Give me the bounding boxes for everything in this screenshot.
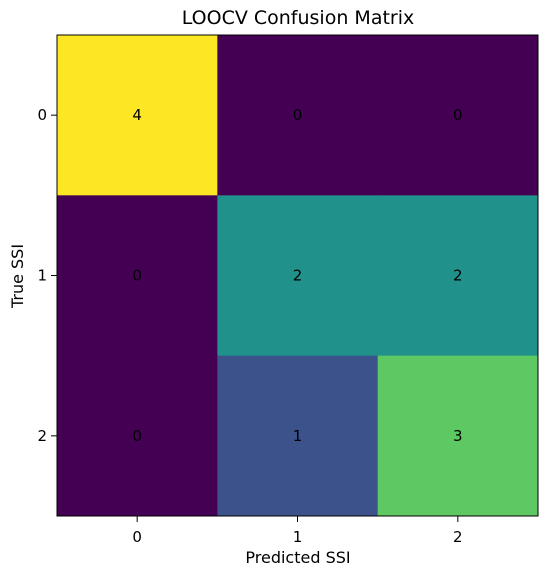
chart-title: LOOCV Confusion Matrix xyxy=(182,7,415,29)
cell-value-labels: 4 0 0 0 2 2 0 1 3 xyxy=(132,106,462,445)
heatmap-cell-r2-c2 xyxy=(377,355,539,517)
heatmap-cell-r1-c0 xyxy=(57,195,218,357)
cell-value-r2-c0: 0 xyxy=(132,427,142,445)
cell-value-r1-c1: 2 xyxy=(293,267,303,285)
x-tick-label-1: 1 xyxy=(293,528,303,546)
x-tick-label-0: 0 xyxy=(132,528,142,546)
x-axis-label: Predicted SSI xyxy=(245,548,350,567)
cell-value-r2-c1: 1 xyxy=(293,427,303,445)
heatmap-cells xyxy=(57,35,539,517)
heatmap-cell-r2-c1 xyxy=(217,355,379,517)
heatmap-cell-r0-c0 xyxy=(57,35,218,196)
y-axis-ticks: 0 1 2 xyxy=(37,106,57,445)
y-axis-label: True SSI xyxy=(8,244,27,309)
y-tick-label-1: 1 xyxy=(37,267,47,285)
cell-value-r0-c1: 0 xyxy=(293,106,303,124)
cell-value-r0-c0: 4 xyxy=(132,106,142,124)
cell-value-r1-c0: 0 xyxy=(132,267,142,285)
cell-value-r0-c2: 0 xyxy=(453,106,463,124)
x-tick-label-2: 2 xyxy=(453,528,463,546)
cell-value-r2-c2: 3 xyxy=(453,427,463,445)
heatmap-cell-r0-c2 xyxy=(377,35,539,196)
heatmap-cell-r1-c2 xyxy=(377,195,539,357)
cell-value-r1-c2: 2 xyxy=(453,267,463,285)
y-tick-label-2: 2 xyxy=(37,427,47,445)
x-axis-ticks: 0 1 2 xyxy=(132,516,463,546)
y-tick-label-0: 0 xyxy=(37,106,47,124)
heatmap-cell-r0-c1 xyxy=(217,35,379,196)
heatmap-cell-r2-c0 xyxy=(57,355,218,517)
heatmap-cell-r1-c1 xyxy=(217,195,379,357)
